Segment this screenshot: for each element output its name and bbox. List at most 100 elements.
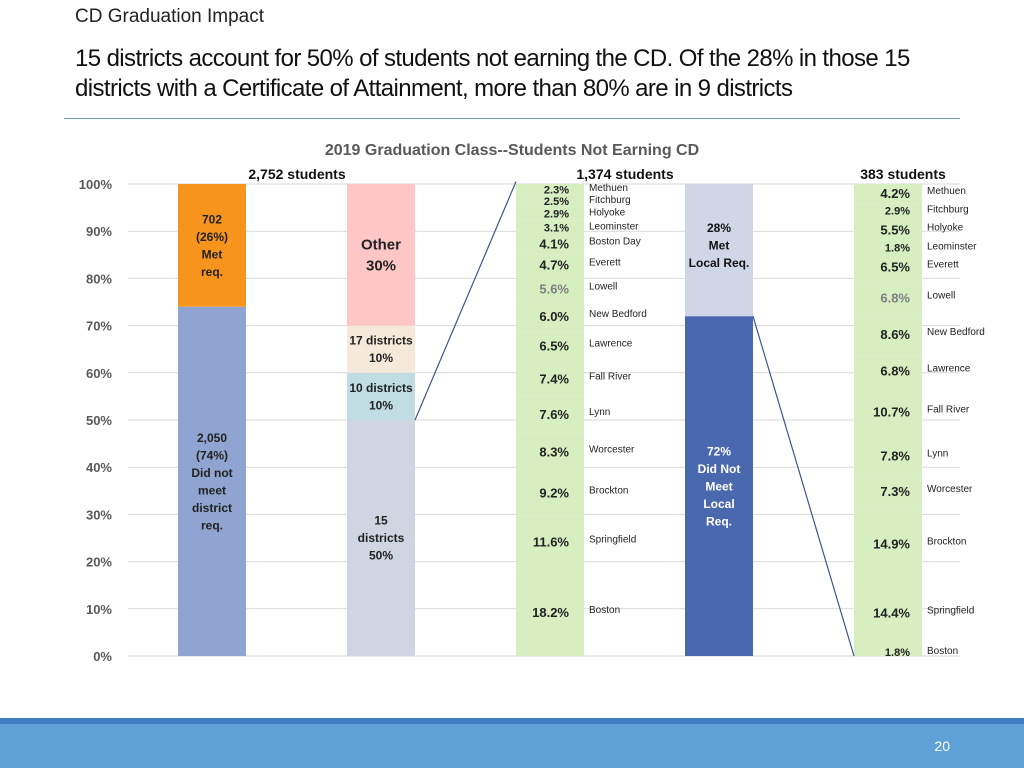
footer-bar: 20 <box>0 724 1024 768</box>
segment-label: 50% <box>369 549 393 563</box>
district-label: Boston Day <box>589 237 641 248</box>
segment-value-label: 4.7% <box>539 257 569 272</box>
segment-label: 28% <box>707 221 731 235</box>
district-label: Brockton <box>589 486 628 497</box>
bar-segment <box>516 570 584 656</box>
segment-label: 10% <box>369 398 393 412</box>
segment-label: (74%) <box>196 448 228 462</box>
segment-label: Met <box>709 239 730 253</box>
district-label: Everett <box>589 257 621 268</box>
segment-label: Other <box>361 237 401 254</box>
bar-segment <box>854 579 922 648</box>
district-label: Leominster <box>589 222 639 233</box>
segment-value-label: 9.2% <box>539 486 569 501</box>
segment-label: district <box>192 501 232 515</box>
segment-value-label: 7.4% <box>539 371 569 386</box>
segment-label: Met <box>202 247 223 261</box>
segment-label: 72% <box>707 444 731 458</box>
segment-value-label: 4.2% <box>880 186 910 201</box>
segment-value-label: 6.8% <box>880 363 910 378</box>
segment-value-label: 18.2% <box>532 605 569 620</box>
segment-label: req. <box>201 265 223 279</box>
bar-segment <box>516 432 584 472</box>
district-label: Lynn <box>927 448 948 459</box>
bar-segment <box>516 194 584 207</box>
bar-segment <box>516 302 584 332</box>
segment-value-label: 2.5% <box>544 196 569 208</box>
bar-segment <box>854 509 922 580</box>
segment-label: Meet <box>705 479 732 493</box>
segment-label: meet <box>198 483 226 497</box>
y-tick-label: 10% <box>86 602 112 617</box>
bar-segment <box>516 254 584 277</box>
district-label: Springfield <box>589 535 636 546</box>
bar-segment <box>685 316 753 656</box>
segment-label: Local <box>703 497 734 511</box>
y-tick-label: 90% <box>86 224 112 239</box>
bar-segment <box>685 184 753 317</box>
segment-label: 2,050 <box>197 431 227 445</box>
segment-value-label: 14.4% <box>873 606 910 621</box>
segment-value-label: 1.8% <box>885 647 910 659</box>
bar-segment <box>516 471 584 516</box>
segment-label: 10% <box>369 351 393 365</box>
segment-value-label: 4.1% <box>539 237 569 252</box>
segment-label: 702 <box>202 212 222 226</box>
district-label: Holyoke <box>589 208 626 219</box>
segment-value-label: 3.1% <box>544 223 569 235</box>
segment-value-label: 14.9% <box>873 536 910 551</box>
segment-label: 17 districts <box>349 334 413 348</box>
segment-label: Local Req. <box>689 256 750 270</box>
segment-value-label: 2.9% <box>544 209 569 221</box>
bar-segment <box>347 420 415 656</box>
bar-segment <box>347 325 415 373</box>
bar-segment <box>854 437 922 475</box>
bar-segment <box>178 184 246 307</box>
district-label: Fall River <box>927 405 970 416</box>
district-label: Leominster <box>927 242 977 253</box>
district-label: Methuen <box>589 183 628 194</box>
page-number: 20 <box>934 738 950 754</box>
segment-value-label: 7.8% <box>880 448 910 463</box>
district-label: Lowell <box>589 282 617 293</box>
bar-segment <box>854 243 922 252</box>
bar-segment <box>516 220 584 235</box>
bar-segment <box>347 372 415 420</box>
slide-headline: 15 districts account for 50% of students… <box>75 45 910 102</box>
y-tick-label: 20% <box>86 555 112 570</box>
segment-value-label: 6.0% <box>539 309 569 324</box>
bar-segment <box>516 184 584 195</box>
y-tick-label: 100% <box>79 177 113 192</box>
segment-value-label: 6.5% <box>539 339 569 354</box>
bar-segment <box>516 234 584 255</box>
bar-segment <box>516 206 584 221</box>
segment-value-label: 7.3% <box>880 484 910 499</box>
bar-segment <box>854 184 922 204</box>
bar-segment <box>854 387 922 438</box>
chart-title: 2019 Graduation Class--Students Not Earn… <box>325 142 699 159</box>
segment-label: 10 districts <box>349 381 413 395</box>
bar-segment <box>516 396 584 433</box>
bar-segment <box>854 355 922 388</box>
bar-header: 1,374 students <box>576 166 673 182</box>
district-label: Lawrence <box>927 363 971 374</box>
bar-segment <box>854 474 922 510</box>
bar-segment <box>854 251 922 283</box>
bar-segment <box>178 306 246 656</box>
segment-value-label: 8.6% <box>880 327 910 342</box>
district-label: New Bedford <box>589 309 647 320</box>
segment-label: districts <box>358 531 405 545</box>
footer-band <box>0 718 1024 724</box>
district-label: Holyoke <box>927 222 964 233</box>
connector-line <box>414 181 517 421</box>
district-label: Fitchburg <box>927 205 969 216</box>
district-label: New Bedford <box>927 327 985 338</box>
segment-value-label: 11.6% <box>533 535 570 550</box>
district-label: Lawrence <box>589 339 633 350</box>
y-tick-label: 40% <box>86 460 112 475</box>
segment-label: Did not <box>191 466 232 480</box>
bar-segment <box>516 331 584 362</box>
title-divider <box>64 118 960 119</box>
district-label: Worcester <box>589 444 635 455</box>
segment-value-label: 8.3% <box>539 444 569 459</box>
